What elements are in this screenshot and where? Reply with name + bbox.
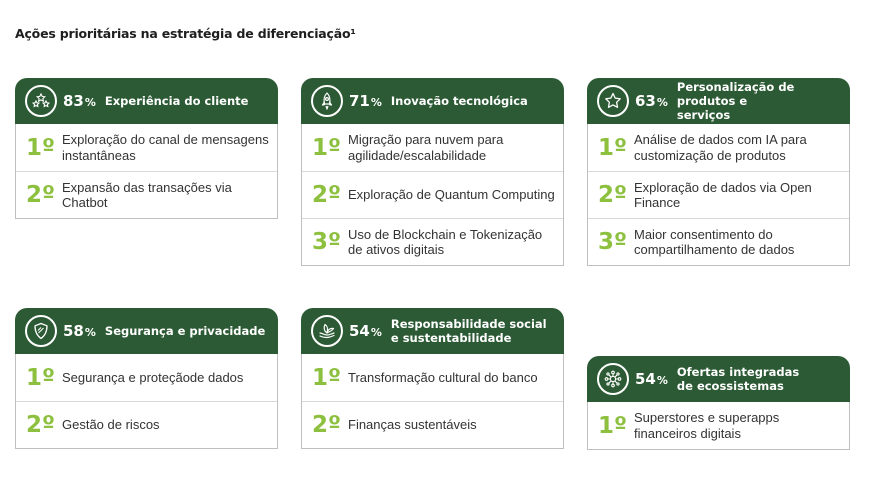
star-icon: [597, 85, 629, 117]
card-ofertas-ecossistemas: 54% Ofertas integradas de ecossistemas 1…: [587, 356, 850, 450]
list-item: 3º Maior consentimento do compartilhamen…: [588, 218, 849, 265]
card-body: 1º Transformação cultural do banco 2º Fi…: [301, 354, 564, 449]
item-text: Maior consentimento do compartilhamento …: [634, 226, 795, 258]
item-text: Superstores e superapps financeiros digi…: [634, 410, 780, 441]
percent-value: 71: [349, 92, 370, 110]
leaf-hand-icon: [311, 315, 343, 347]
percent-sign: %: [370, 326, 382, 339]
card-title: Experiência do cliente: [104, 94, 249, 108]
card-responsabilidade-social: 54% Responsabilidade social e sustentabi…: [301, 308, 564, 449]
card-percent: 54%: [635, 370, 668, 388]
rank-label: 1º: [26, 364, 55, 391]
percent-value: 83: [63, 92, 84, 110]
percent-sign: %: [84, 96, 96, 109]
item-text: Exploração de dados via Open Finance: [634, 179, 812, 211]
rank-label: 2º: [26, 412, 55, 438]
list-item: 1º Migração para nuvem para agilidade/es…: [302, 124, 563, 171]
percent-sign: %: [656, 96, 668, 109]
percent-sign: %: [84, 326, 96, 339]
card-header: 54% Responsabilidade social e sustentabi…: [301, 308, 564, 354]
card-percent: 63%: [635, 92, 668, 110]
page-title: Ações prioritárias na estratégia de dife…: [15, 26, 356, 41]
item-text: Migração para nuvem para agilidade/escal…: [348, 132, 504, 163]
percent-value: 54: [635, 370, 656, 388]
rank-label: 3º: [598, 229, 627, 255]
stars-icon: [25, 85, 57, 117]
rank-label: 1º: [598, 134, 627, 161]
card-title: Segurança e privacidade: [104, 324, 266, 338]
list-item: 3º Uso de Blockchain e Tokenização de at…: [302, 218, 563, 265]
card-body: 1º Exploração do canal de mensagens inst…: [15, 124, 278, 219]
item-text: Exploração de Quantum Computing: [348, 187, 555, 203]
rank-label: 2º: [598, 182, 627, 208]
item-text: Finanças sustentáveis: [348, 417, 477, 433]
list-item: 1º Segurança e proteçãode dados: [16, 354, 277, 401]
card-percent: 54%: [349, 322, 382, 340]
list-item: 2º Gestão de riscos: [16, 401, 277, 448]
percent-sign: %: [656, 374, 668, 387]
shield-icon: [25, 315, 57, 347]
percent-sign: %: [370, 96, 382, 109]
card-title: Personalização de produtos e serviços: [676, 80, 795, 122]
rank-label: 2º: [312, 412, 341, 438]
list-item: 1º Análise de dados com IA para customiz…: [588, 124, 849, 171]
card-percent: 71%: [349, 92, 382, 110]
card-experiencia-cliente: 83% Experiência do cliente 1º Exploração…: [15, 78, 278, 219]
card-title: Ofertas integradas de ecossistemas: [676, 365, 800, 393]
list-item: 1º Transformação cultural do banco: [302, 354, 563, 401]
network-icon: [597, 363, 629, 395]
list-item: 2º Finanças sustentáveis: [302, 401, 563, 448]
rank-label: 2º: [26, 182, 55, 208]
item-text: Exploração do canal de mensagens instant…: [62, 132, 269, 163]
card-percent: 83%: [63, 92, 96, 110]
rank-label: 3º: [312, 229, 341, 255]
card-header: 54% Ofertas integradas de ecossistemas: [587, 356, 850, 402]
item-text: Expansão das transações via Chatbot: [62, 179, 232, 211]
percent-value: 54: [349, 322, 370, 340]
percent-value: 63: [635, 92, 656, 110]
card-title: Inovação tecnológica: [390, 94, 528, 108]
card-header: 58% Segurança e privacidade: [15, 308, 278, 354]
rocket-icon: [311, 85, 343, 117]
card-header: 83% Experiência do cliente: [15, 78, 278, 124]
item-text: Transformação cultural do banco: [348, 369, 538, 385]
card-body: 1º Segurança e proteçãode dados 2º Gestã…: [15, 354, 278, 449]
card-body: 1º Análise de dados com IA para customiz…: [587, 124, 850, 266]
item-text: Uso de Blockchain e Tokenização de ativo…: [348, 226, 543, 258]
list-item: 1º Exploração do canal de mensagens inst…: [16, 124, 277, 171]
list-item: 2º Expansão das transações via Chatbot: [16, 171, 277, 218]
item-text: Análise de dados com IA para customizaçã…: [634, 132, 807, 163]
rank-label: 1º: [312, 364, 341, 391]
item-text: Gestão de riscos: [62, 417, 160, 433]
card-header: 63% Personalização de produtos e serviço…: [587, 78, 850, 124]
card-body: 1º Migração para nuvem para agilidade/es…: [301, 124, 564, 266]
rank-label: 1º: [312, 134, 341, 161]
card-percent: 58%: [63, 322, 96, 340]
card-personalizacao: 63% Personalização de produtos e serviço…: [587, 78, 850, 266]
card-inovacao-tecnologica: 71% Inovação tecnológica 1º Migração par…: [301, 78, 564, 266]
rank-label: 1º: [598, 412, 627, 439]
card-header: 71% Inovação tecnológica: [301, 78, 564, 124]
list-item: 1º Superstores e superapps financeiros d…: [588, 402, 849, 449]
item-text: Segurança e proteçãode dados: [62, 369, 244, 385]
percent-value: 58: [63, 322, 84, 340]
list-item: 2º Exploração de Quantum Computing: [302, 171, 563, 218]
list-item: 2º Exploração de dados via Open Finance: [588, 171, 849, 218]
card-title: Responsabilidade social e sustentabilida…: [390, 317, 547, 345]
card-body: 1º Superstores e superapps financeiros d…: [587, 402, 850, 450]
rank-label: 1º: [26, 134, 55, 161]
rank-label: 2º: [312, 182, 341, 208]
card-seguranca-privacidade: 58% Segurança e privacidade 1º Segurança…: [15, 308, 278, 449]
